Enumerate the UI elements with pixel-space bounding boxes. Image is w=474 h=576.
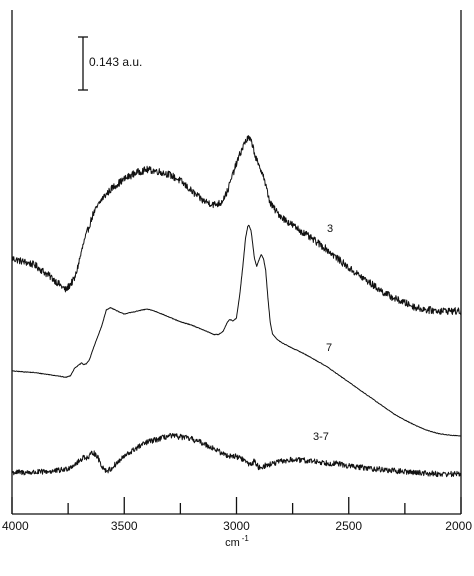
x-tick-label: 4000 — [2, 519, 29, 533]
scale-bar: 0.143 a.u. — [78, 36, 142, 91]
x-axis-title-unit: cm — [225, 537, 240, 549]
x-tick-label: 3000 — [223, 519, 250, 533]
series-label-7: 7 — [326, 342, 332, 354]
x-axis-ticks — [11, 497, 462, 514]
series-line-3-7 — [11, 432, 462, 478]
x-axis-tick-labels: 4000 3500 3000 2500 2000 — [2, 519, 472, 533]
x-tick-label: 2000 — [445, 519, 472, 533]
series-line-7 — [11, 224, 462, 437]
x-tick-label: 2500 — [335, 519, 362, 533]
scale-bar-label: 0.143 a.u. — [89, 55, 142, 69]
series-label-3: 3 — [327, 223, 333, 235]
series-label-3-7: 3-7 — [313, 431, 329, 443]
x-tick-label: 3500 — [111, 519, 138, 533]
spectra-series — [11, 135, 462, 478]
x-axis-title: cm -1 — [225, 534, 249, 549]
series-line-3 — [11, 135, 462, 315]
x-axis-title-exponent: -1 — [242, 534, 250, 543]
